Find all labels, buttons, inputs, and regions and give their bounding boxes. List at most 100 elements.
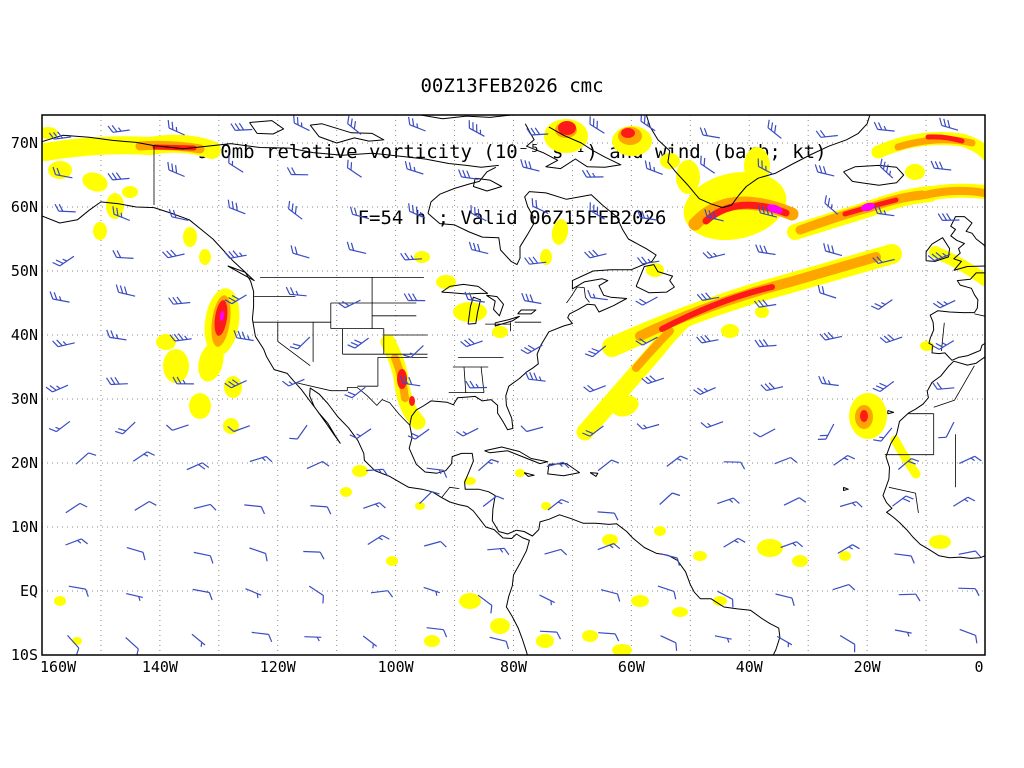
vorticity-layer (42, 119, 985, 655)
wind-barb (959, 628, 978, 644)
y-tick-label: 10N (11, 518, 38, 536)
wind-barb (696, 334, 719, 344)
vorticity-fill (929, 246, 985, 286)
wind-barb (65, 538, 88, 546)
wind-barb (776, 635, 793, 648)
wind-barb (817, 423, 835, 440)
vorticity-fill (646, 263, 664, 277)
wind-barb (930, 160, 952, 171)
wind-barb (783, 497, 807, 506)
wind-barb (407, 428, 430, 440)
coastline (645, 115, 871, 209)
wind-barb (478, 458, 499, 472)
map-frame (41, 114, 986, 656)
wind-barb (700, 155, 716, 174)
wind-barb (249, 547, 268, 562)
wind-barb (465, 380, 488, 389)
wind-barb (52, 255, 75, 267)
wind-barb (125, 637, 139, 655)
vorticity-fill (122, 186, 138, 198)
x-tick-label: 160W (40, 658, 77, 676)
wind-barb (112, 250, 134, 259)
wind-barb (635, 336, 658, 346)
wind-barb (251, 631, 273, 643)
vorticity-fill (540, 249, 552, 265)
vorticity-fill (48, 161, 72, 179)
wind-barb (289, 424, 308, 440)
x-tick-label: 0 (974, 658, 983, 676)
vorticity-fill (72, 637, 82, 645)
wind-barb (367, 534, 390, 546)
wind-barb (426, 627, 448, 638)
wind-barb (839, 501, 863, 508)
wind-barb (767, 119, 782, 139)
wind-barb (346, 159, 362, 178)
vorticity-fill (490, 618, 510, 634)
wind-barb (230, 122, 253, 131)
border-line (915, 493, 919, 513)
vorticity-fill (198, 342, 224, 382)
wind-barb (468, 120, 485, 137)
wind-barb (162, 249, 185, 259)
coastline (427, 191, 603, 266)
coastline (42, 201, 530, 655)
wind-barb (304, 636, 322, 642)
wind-barb (597, 543, 621, 551)
y-tick-label: 60N (11, 198, 38, 216)
wind-barb (587, 289, 608, 301)
vorticity-fill (672, 607, 688, 617)
vorticity-fill (464, 477, 476, 485)
wind-barb (531, 198, 549, 215)
wind-barb (165, 424, 189, 431)
wind-barb (288, 200, 303, 220)
wind-barb (167, 161, 185, 178)
wind-barb (873, 427, 893, 442)
x-tick-label: 80W (500, 658, 528, 676)
wind-barb (115, 421, 136, 435)
wind-barb-layer (45, 115, 982, 655)
wind-barb (303, 550, 325, 560)
coastline (419, 115, 514, 120)
vorticity-fill (654, 526, 666, 536)
wind-barb (126, 547, 146, 561)
wind-barb (584, 345, 607, 358)
wind-barb (347, 337, 369, 349)
coastline (928, 272, 985, 361)
wind-barb (753, 299, 777, 308)
wind-barb (700, 421, 724, 429)
wind-barb (757, 158, 774, 175)
coastline (484, 446, 549, 465)
coastline (486, 294, 504, 317)
wind-barb (819, 331, 843, 341)
wind-barb (723, 537, 746, 548)
coastline (887, 410, 895, 415)
vorticity-fill (744, 147, 770, 185)
wind-barb (426, 467, 448, 478)
wind-barb (489, 636, 510, 650)
wind-barb (167, 120, 185, 136)
wind-barb (598, 632, 620, 642)
coastline (925, 237, 951, 262)
wind-barb (524, 256, 547, 265)
wind-barb (191, 633, 206, 647)
vorticity-fill (459, 593, 481, 609)
coastline (950, 216, 985, 271)
vorticity-fill (767, 204, 783, 214)
vorticity-fill (631, 595, 649, 607)
wind-barb (824, 195, 839, 215)
vorticity-fill (541, 502, 551, 510)
x-tick-label: 60W (618, 658, 646, 676)
x-tick-label: 100W (378, 658, 415, 676)
wind-barb (293, 115, 310, 132)
wind-barb (192, 588, 213, 601)
border-line (463, 366, 467, 393)
wind-barb (814, 164, 835, 177)
wind-barb (455, 427, 479, 437)
wind-barb (894, 553, 915, 564)
wind-barb (349, 206, 370, 220)
wind-barb (403, 293, 426, 302)
vorticity-fill (219, 311, 225, 321)
vorticity-fill (106, 193, 124, 219)
